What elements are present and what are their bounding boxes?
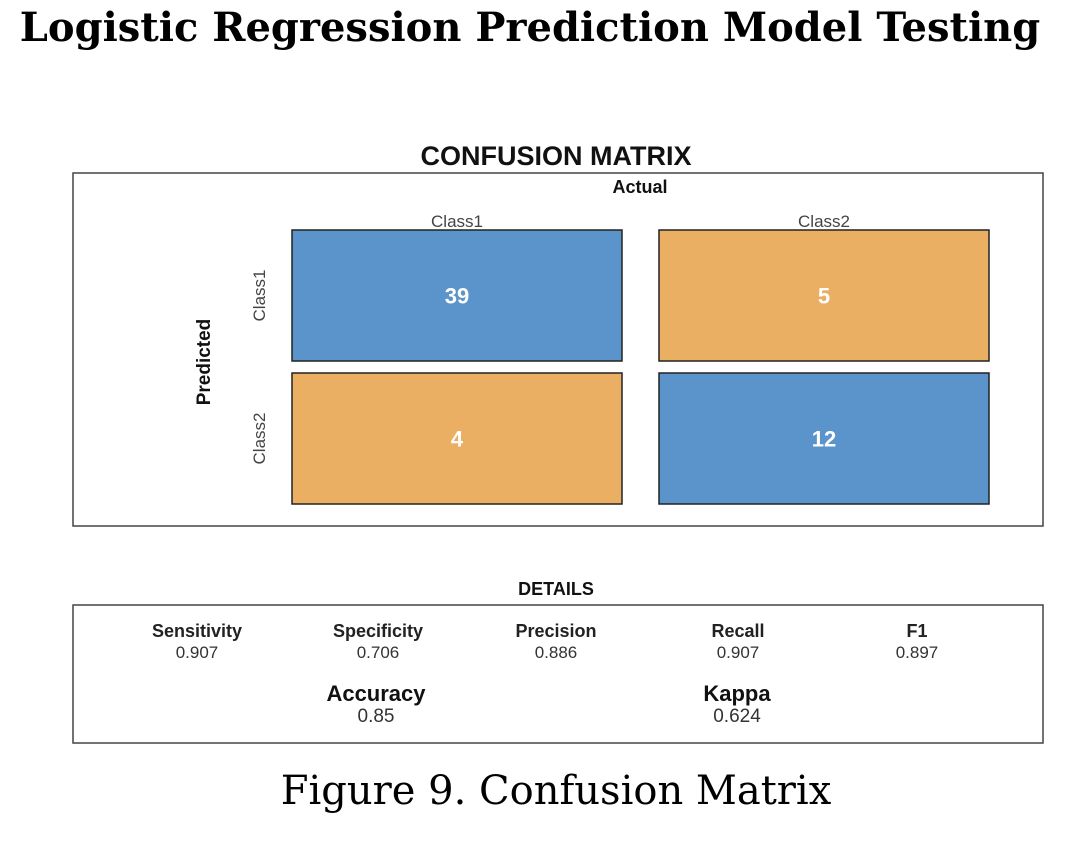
cell-value-label: 39: [445, 284, 469, 309]
figure-caption: Figure 9. Confusion Matrix: [280, 768, 832, 814]
matrix-cell: [291, 372, 623, 505]
summary-label: Kappa: [703, 681, 771, 706]
page-heading: Logistic Regression Prediction Model Tes…: [19, 4, 1041, 51]
metric-label: Precision: [515, 621, 596, 641]
metric-label: Sensitivity: [152, 621, 242, 641]
metric-label: F1: [906, 621, 927, 641]
matrix-cells: Class1 Class2 Class1 Class2 39 5 4 12: [250, 212, 990, 505]
y-tick-label: Class2: [250, 413, 269, 465]
matrix-cell: [658, 229, 990, 362]
metric-value: 0.907: [717, 643, 760, 662]
cell-value-label: 4: [451, 427, 464, 452]
chart-title: CONFUSION MATRIX: [421, 141, 692, 171]
matrix-frame: [72, 172, 1044, 527]
details-metrics: Sensitivity 0.907 Specificity 0.706 Precisio…: [152, 621, 938, 727]
x-tick-label: Class1: [431, 212, 483, 231]
details-frame: [72, 604, 1044, 744]
metric-value: 0.907: [176, 643, 219, 662]
x-axis-label: Actual: [612, 177, 667, 197]
summary-value: 0.624: [713, 706, 761, 727]
y-tick-label: Class1: [250, 270, 269, 322]
summary-value: 0.85: [358, 706, 395, 727]
y-axis-label: Predicted: [194, 319, 215, 406]
matrix-cell: [658, 372, 990, 505]
matrix-cell: [291, 229, 623, 362]
details-title: DETAILS: [518, 579, 594, 599]
metric-value: 0.706: [357, 643, 400, 662]
metric-value: 0.897: [896, 643, 939, 662]
metric-label: Recall: [711, 621, 764, 641]
metric-value: 0.886: [535, 643, 578, 662]
summary-label: Accuracy: [326, 681, 426, 706]
cell-value-label: 12: [812, 427, 836, 452]
x-tick-label: Class2: [798, 212, 850, 231]
metric-label: Specificity: [333, 621, 423, 641]
cell-value-label: 5: [818, 284, 830, 309]
